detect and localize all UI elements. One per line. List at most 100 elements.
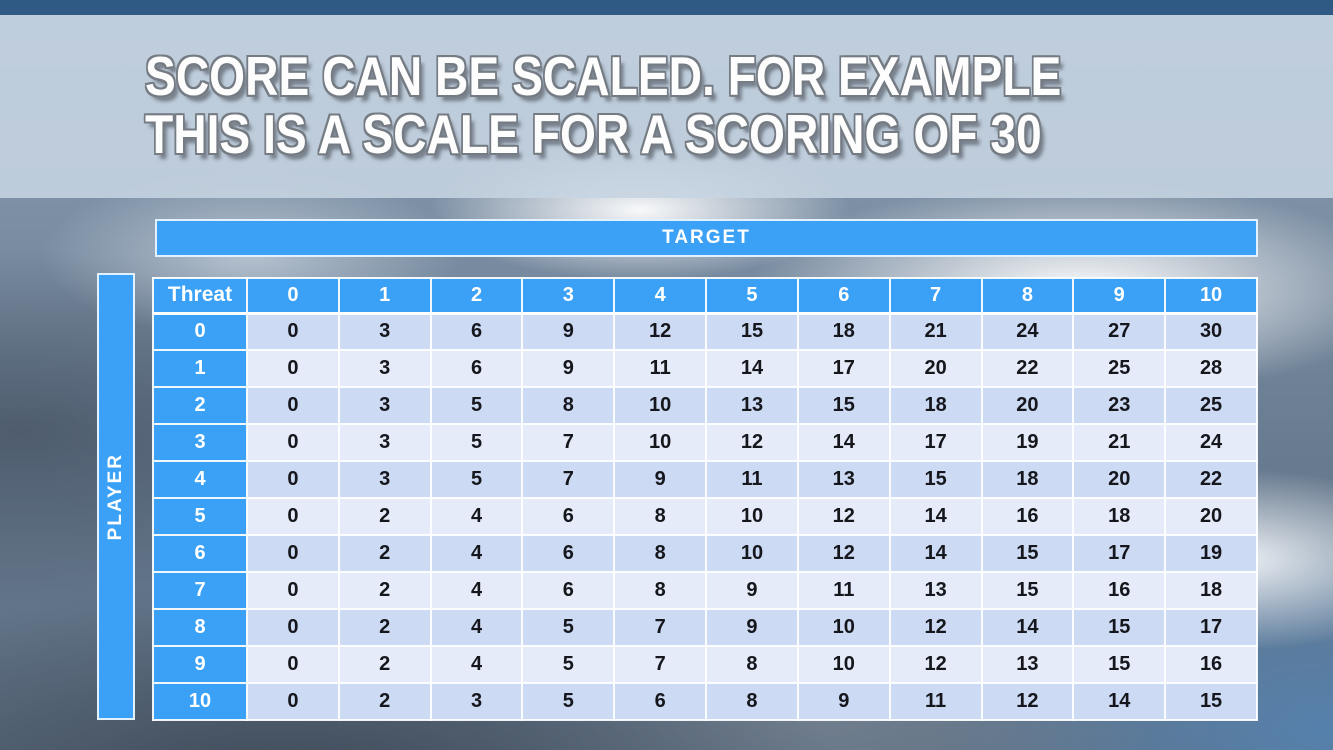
column-header: 4	[613, 277, 708, 315]
score-cell: 19	[980, 423, 1075, 462]
table-row: 8 0 2 4 5 7 9 10 12 14 15 17	[152, 608, 1258, 647]
score-cell: 12	[705, 423, 799, 462]
score-cell: 2	[337, 645, 432, 684]
score-cell: 0	[246, 349, 340, 388]
column-header: 3	[521, 277, 616, 315]
table-row: 6 0 2 4 6 8 10 12 14 15 17 19	[152, 534, 1258, 573]
score-cell: 12	[613, 312, 708, 351]
column-header: 6	[796, 277, 891, 315]
score-cell: 13	[705, 386, 799, 425]
table-row: 9 0 2 4 5 7 8 10 12 13 15 16	[152, 645, 1258, 684]
score-cell: 10	[705, 534, 799, 573]
score-cell: 15	[1164, 682, 1258, 721]
score-cell: 11	[796, 571, 891, 610]
score-cell: 0	[246, 682, 340, 721]
score-cell: 17	[888, 423, 983, 462]
column-header: 0	[246, 277, 340, 315]
score-cell: 2	[337, 682, 432, 721]
score-cell: 18	[1072, 497, 1167, 536]
row-header: 7	[152, 571, 248, 610]
row-header: 9	[152, 645, 248, 684]
score-cell: 12	[796, 534, 891, 573]
column-header: 5	[705, 277, 799, 315]
score-cell: 20	[980, 386, 1075, 425]
score-cell: 17	[1072, 534, 1167, 573]
score-cell: 11	[613, 349, 708, 388]
score-cell: 15	[796, 386, 891, 425]
top-accent-bar	[0, 0, 1333, 15]
score-cell: 20	[888, 349, 983, 388]
table-row: 7 0 2 4 6 8 9 11 13 15 16 18	[152, 571, 1258, 610]
row-header: 8	[152, 608, 248, 647]
score-cell: 2	[337, 497, 432, 536]
player-axis-header: PLAYER	[97, 273, 135, 720]
score-table-body: 0 0 3 6 9 12 15 18 21 24 27 30 1 0 3 6 9 11 14 17 20 22 25 28 2 0…	[152, 312, 1258, 721]
score-cell: 10	[796, 608, 891, 647]
score-cell: 14	[888, 534, 983, 573]
score-cell: 3	[337, 460, 432, 499]
score-cell: 3	[337, 349, 432, 388]
score-cell: 9	[705, 608, 799, 647]
score-cell: 0	[246, 645, 340, 684]
header-row: Threat 0 1 2 3 4 5 6 7 8 9 10	[152, 277, 1258, 315]
score-cell: 20	[1072, 460, 1167, 499]
row-header: 5	[152, 497, 248, 536]
score-cell: 0	[246, 571, 340, 610]
score-cell: 6	[521, 497, 616, 536]
score-cell: 10	[613, 386, 708, 425]
score-cell: 3	[337, 423, 432, 462]
score-cell: 14	[980, 608, 1075, 647]
score-cell: 4	[429, 645, 524, 684]
score-cell: 9	[796, 682, 891, 721]
score-cell: 6	[521, 571, 616, 610]
score-cell: 9	[613, 460, 708, 499]
score-cell: 18	[1164, 571, 1258, 610]
score-cell: 14	[1072, 682, 1167, 721]
score-cell: 8	[521, 386, 616, 425]
slide-title-line1: SCORE CAN BE SCALED. FOR EXAMPLE	[145, 45, 1062, 107]
slide-title-line2: THIS IS A SCALE FOR A SCORING OF 30	[145, 103, 1042, 165]
score-cell: 5	[429, 423, 524, 462]
score-cell: 7	[521, 423, 616, 462]
target-axis-header: TARGET	[155, 219, 1258, 257]
table-row: 3 0 3 5 7 10 12 14 17 19 21 24	[152, 423, 1258, 462]
score-cell: 27	[1072, 312, 1167, 351]
score-cell: 7	[613, 645, 708, 684]
row-header: 3	[152, 423, 248, 462]
score-cell: 22	[1164, 460, 1258, 499]
table-row: 0 0 3 6 9 12 15 18 21 24 27 30	[152, 312, 1258, 351]
score-cell: 0	[246, 534, 340, 573]
score-cell: 4	[429, 571, 524, 610]
score-cell: 14	[705, 349, 799, 388]
score-cell: 14	[796, 423, 891, 462]
score-cell: 8	[613, 571, 708, 610]
score-cell: 25	[1164, 386, 1258, 425]
score-cell: 5	[429, 460, 524, 499]
score-cell: 12	[888, 645, 983, 684]
score-cell: 14	[888, 497, 983, 536]
score-cell: 10	[796, 645, 891, 684]
score-cell: 15	[705, 312, 799, 351]
score-cell: 18	[888, 386, 983, 425]
row-header: 6	[152, 534, 248, 573]
score-cell: 19	[1164, 534, 1258, 573]
score-cell: 2	[337, 534, 432, 573]
table-row: 10 0 2 3 5 6 8 9 11 12 14 15	[152, 682, 1258, 721]
score-cell: 0	[246, 460, 340, 499]
table-row: 2 0 3 5 8 10 13 15 18 20 23 25	[152, 386, 1258, 425]
table-row: 5 0 2 4 6 8 10 12 14 16 18 20	[152, 497, 1258, 536]
score-cell: 9	[521, 312, 616, 351]
score-cell: 0	[246, 608, 340, 647]
score-cell: 5	[521, 645, 616, 684]
score-cell: 6	[613, 682, 708, 721]
score-cell: 0	[246, 497, 340, 536]
score-cell: 8	[705, 682, 799, 721]
score-cell: 8	[705, 645, 799, 684]
column-header: 10	[1164, 277, 1258, 315]
score-cell: 15	[980, 534, 1075, 573]
score-cell: 13	[980, 645, 1075, 684]
score-cell: 17	[796, 349, 891, 388]
table-row: 1 0 3 6 9 11 14 17 20 22 25 28	[152, 349, 1258, 388]
score-cell: 3	[337, 386, 432, 425]
